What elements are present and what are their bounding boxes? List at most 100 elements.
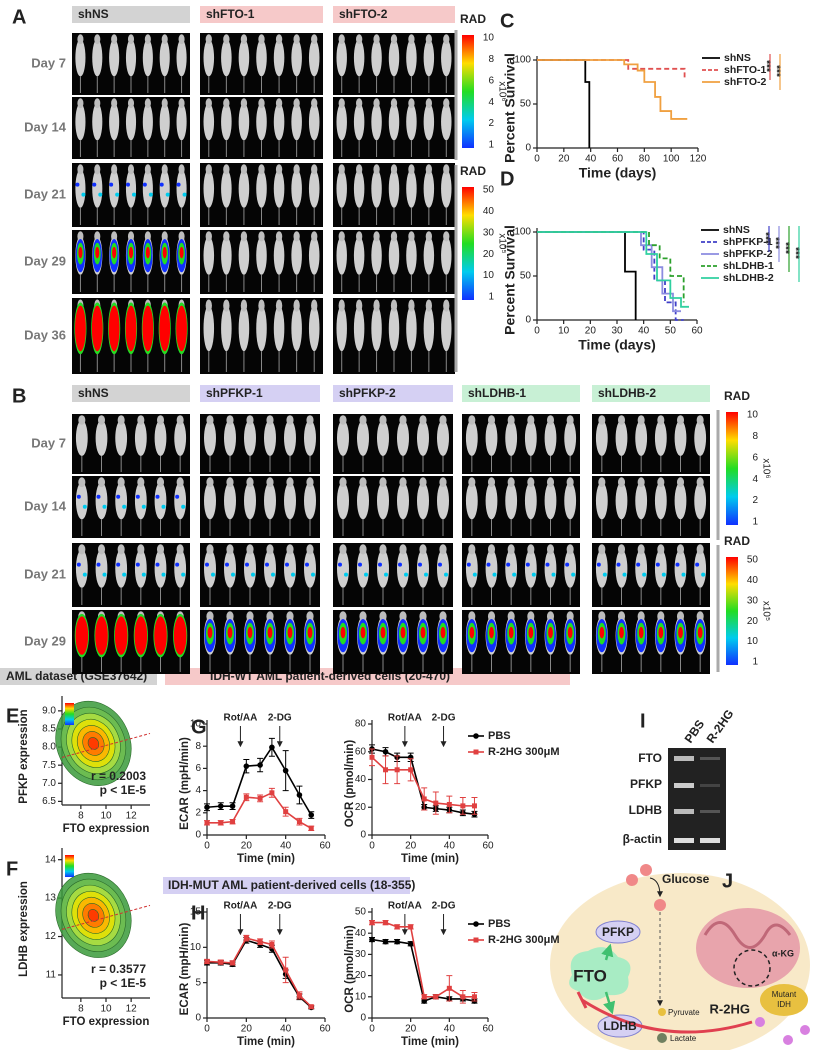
y-tick-label: 100 [514, 55, 531, 66]
signal [469, 626, 475, 639]
y-tick-label: 11 [46, 970, 57, 981]
mouse [109, 39, 120, 77]
signal [122, 572, 127, 577]
signal [96, 562, 101, 567]
mouse [388, 305, 400, 352]
signal [145, 246, 150, 259]
signal [142, 305, 154, 352]
colorbar-tick: 20 [483, 249, 495, 260]
marker [433, 800, 439, 806]
marker [460, 803, 466, 809]
signal [122, 504, 127, 509]
mouse-head [598, 477, 606, 488]
marker [383, 920, 389, 926]
mouse-head [598, 544, 606, 555]
colorbar-tick: 1 [752, 657, 758, 668]
mouse [221, 169, 232, 208]
signal [548, 626, 553, 639]
mouse-head [240, 164, 248, 175]
panel-label: E [6, 705, 19, 727]
colorbar-unit: x10⁶ [496, 81, 507, 101]
day-label: Day 14 [24, 119, 67, 134]
x-axis-label: Time (days) [578, 337, 656, 353]
annotation: 2-DG [432, 901, 456, 912]
marker [282, 767, 289, 774]
mouse [221, 39, 232, 77]
mouse-head [286, 415, 294, 425]
mouse-head [356, 299, 363, 312]
colorbar-unit: x10⁵ [496, 233, 507, 253]
mouse-head [468, 477, 476, 488]
blot-column: PBS [682, 717, 708, 745]
ldhb-label: LDHB [603, 1019, 637, 1033]
x-tick-label: 30 [611, 326, 623, 337]
mouse-head [275, 299, 283, 312]
mouse [291, 305, 302, 352]
mouse [224, 420, 236, 456]
mouse-head [94, 164, 101, 175]
mouse-head [311, 231, 318, 242]
signal [344, 572, 348, 577]
mouse-head [359, 477, 367, 488]
signal [418, 562, 422, 567]
signal [400, 626, 406, 639]
marker [369, 936, 375, 943]
panel-label: H [191, 902, 205, 924]
cycle [733, 949, 771, 987]
mouse [337, 420, 349, 456]
y-tick-label: 20 [355, 970, 367, 981]
colorbar-tick: 4 [488, 97, 494, 108]
signal [311, 572, 315, 577]
signal [95, 246, 100, 259]
mouse-head [306, 477, 314, 488]
mouse-head [127, 231, 135, 242]
signal [466, 562, 471, 567]
mouse [353, 103, 365, 141]
panel-label: I [640, 710, 646, 732]
signal [599, 626, 605, 639]
mouse [244, 482, 256, 520]
mouse [423, 169, 435, 208]
mouse [75, 103, 86, 141]
mouse [674, 420, 687, 456]
signal [565, 562, 570, 567]
mouse [397, 420, 409, 456]
mouse-head [258, 231, 265, 242]
survival-curve [537, 231, 637, 320]
mouse [635, 549, 648, 588]
mouse-head [144, 34, 151, 45]
signal [75, 305, 86, 352]
mouse [203, 103, 215, 141]
mouse [437, 420, 449, 456]
mouse-head [487, 544, 496, 555]
signal [358, 562, 362, 567]
mouse-head [507, 415, 515, 425]
mouse [203, 39, 215, 77]
mouse [595, 549, 608, 588]
mouse [635, 482, 648, 520]
marker [283, 809, 289, 815]
mouse-head [443, 231, 450, 242]
mouse-head [468, 611, 476, 622]
survival-curve [537, 231, 689, 308]
marker [243, 935, 249, 941]
mouse [388, 169, 400, 208]
signal [338, 562, 342, 567]
mouse-head [286, 611, 294, 622]
x-tick-label: 12 [126, 811, 138, 822]
signal [658, 626, 664, 639]
mouse-head [178, 164, 185, 175]
group-label: shLDHB-2 [598, 386, 656, 400]
x-tick-label: 20 [585, 326, 597, 337]
mouse [524, 420, 537, 456]
glucose-dot [654, 899, 666, 911]
signal [182, 192, 187, 197]
mouse-head [637, 611, 645, 622]
signal [364, 572, 368, 577]
mouse [388, 39, 400, 77]
legend-label: shNS [724, 52, 751, 64]
x-tick-label: 40 [444, 1024, 456, 1035]
mouse [221, 236, 232, 275]
arrow [603, 991, 616, 1015]
mouse [238, 39, 250, 77]
